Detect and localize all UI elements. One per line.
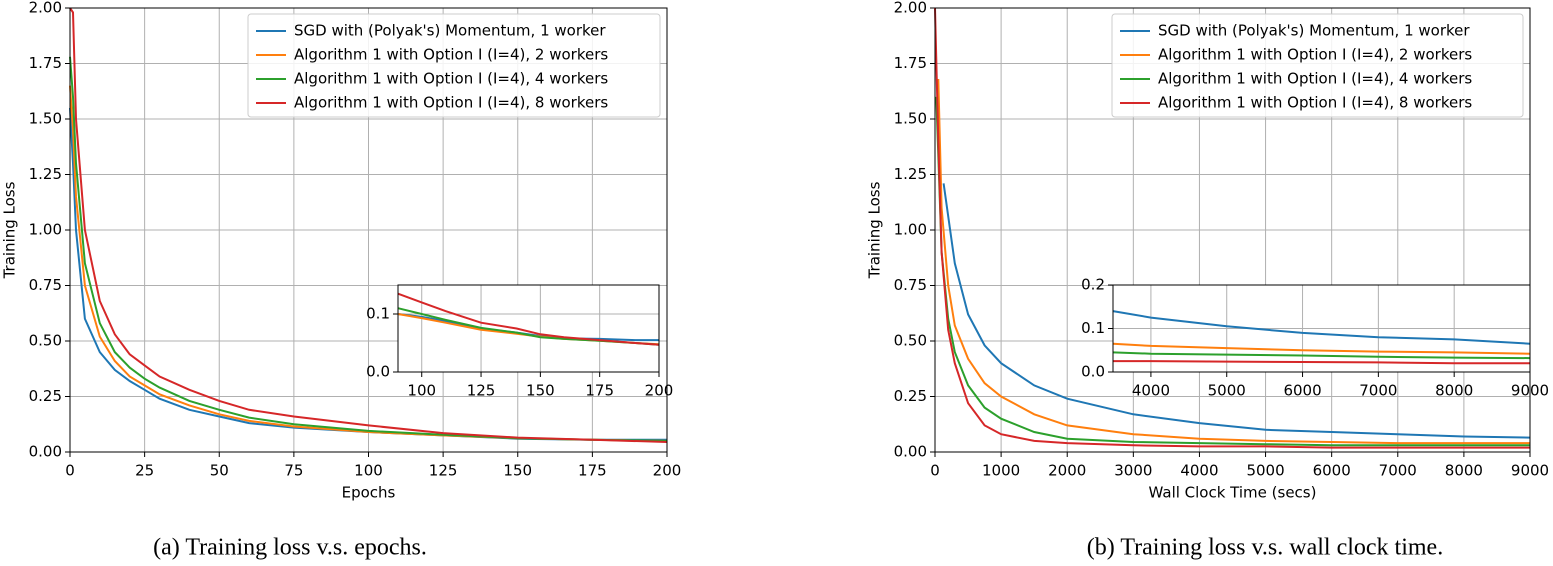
y-tick-label: 0.75 — [894, 276, 927, 294]
y-axis-label: Training Loss — [866, 181, 884, 279]
series-line — [69, 7, 668, 443]
legend-label: Algorithm 1 with Option I (I=4), 2 worke… — [294, 46, 608, 64]
plot-frame — [934, 7, 1531, 453]
x-tick-label: 6000 — [1313, 462, 1351, 480]
x-tick-label: 4000 — [1132, 382, 1170, 400]
y-tick-label: 1.25 — [29, 165, 62, 183]
series-line — [942, 183, 1531, 439]
legend-label: SGD with (Polyak's) Momentum, 1 worker — [294, 22, 606, 40]
y-tick-label: 0.0 — [366, 363, 390, 381]
x-tick-label: 125 — [467, 382, 496, 400]
x-tick-label: 125 — [429, 462, 458, 480]
x-tick-label: 6000 — [1283, 382, 1321, 400]
x-tick-label: 200 — [653, 462, 682, 480]
y-tick-label: 0.50 — [894, 332, 927, 350]
y-tick-label: 0.00 — [894, 443, 927, 461]
plot-frame — [397, 284, 660, 373]
x-tick-label: 5000 — [1208, 382, 1246, 400]
y-tick-label: 0.75 — [29, 276, 62, 294]
y-tick-label: 0.1 — [366, 305, 390, 323]
x-tick-label: 3000 — [1114, 462, 1152, 480]
x-tick-label: 200 — [645, 382, 674, 400]
series-line — [1112, 310, 1531, 345]
legend-label: Algorithm 1 with Option I (I=4), 4 worke… — [294, 70, 608, 88]
inset-background — [398, 285, 659, 372]
series-line — [935, 96, 1530, 447]
series-line — [1112, 351, 1531, 360]
x-tick-label: 2000 — [1048, 462, 1086, 480]
x-tick-label: 4000 — [1180, 462, 1218, 480]
legend-box — [247, 13, 661, 118]
y-tick-label: 2.00 — [894, 0, 927, 17]
y-tick-label: 1.25 — [894, 165, 927, 183]
x-tick-label: 9000 — [1511, 462, 1549, 480]
x-tick-label: 9000 — [1511, 382, 1549, 400]
y-tick-label: 1.00 — [894, 221, 927, 239]
x-tick-label: 175 — [585, 382, 614, 400]
x-tick-label: 8000 — [1435, 382, 1473, 400]
x-tick-label: 75 — [284, 462, 303, 480]
x-tick-label: 50 — [210, 462, 229, 480]
y-tick-label: 1.75 — [29, 54, 62, 72]
x-tick-label: 8000 — [1445, 462, 1483, 480]
x-tick-label: 0 — [65, 462, 75, 480]
y-tick-label: 0.25 — [894, 387, 927, 405]
x-tick-label: 7000 — [1379, 462, 1417, 480]
y-tick-label: 0.1 — [1081, 319, 1105, 337]
x-tick-label: 25 — [135, 462, 154, 480]
y-tick-label: 1.75 — [894, 54, 927, 72]
y-tick-label: 0.50 — [29, 332, 62, 350]
x-tick-label: 0 — [930, 462, 940, 480]
series-line — [1112, 342, 1531, 355]
series-line — [69, 56, 668, 442]
x-tick-label: 100 — [354, 462, 383, 480]
y-axis-label: Training Loss — [1, 181, 19, 279]
legend-label: Algorithm 1 with Option I (I=4), 4 worke… — [1158, 70, 1472, 88]
y-tick-label: 1.00 — [29, 221, 62, 239]
y-tick-label: 0.2 — [1081, 276, 1105, 294]
series-line — [937, 78, 1530, 445]
legend-label: Algorithm 1 with Option I (I=4), 2 worke… — [1158, 46, 1472, 64]
plot-frame — [1112, 284, 1531, 373]
x-tick-label: 175 — [578, 462, 607, 480]
y-tick-label: 2.00 — [29, 0, 62, 17]
legend-label: Algorithm 1 with Option I (I=4), 8 worke… — [1158, 94, 1472, 112]
x-axis-label: Wall Clock Time (secs) — [1149, 484, 1317, 502]
series-line — [1113, 360, 1530, 365]
legend-label: Algorithm 1 with Option I (I=4), 8 worke… — [294, 94, 608, 112]
plot-frame — [69, 7, 668, 453]
x-tick-label: 5000 — [1246, 462, 1284, 480]
series-line — [397, 292, 660, 346]
caption: (b) Training loss v.s. wall clock time. — [1087, 535, 1443, 561]
y-tick-label: 0.0 — [1081, 363, 1105, 381]
x-tick-label: 7000 — [1359, 382, 1397, 400]
y-tick-label: 0.25 — [29, 387, 62, 405]
x-tick-label: 150 — [526, 382, 555, 400]
x-tick-label: 150 — [503, 462, 532, 480]
y-tick-label: 1.50 — [894, 110, 927, 128]
caption: (a) Training loss v.s. epochs. — [153, 535, 427, 561]
y-tick-label: 0.00 — [29, 443, 62, 461]
y-tick-label: 1.50 — [29, 110, 62, 128]
series-line — [934, 7, 1530, 449]
x-axis-label: Epochs — [342, 484, 396, 502]
x-tick-label: 100 — [407, 382, 436, 400]
x-tick-label: 1000 — [982, 462, 1020, 480]
legend-box — [1111, 13, 1524, 118]
legend-label: SGD with (Polyak's) Momentum, 1 worker — [1158, 22, 1470, 40]
